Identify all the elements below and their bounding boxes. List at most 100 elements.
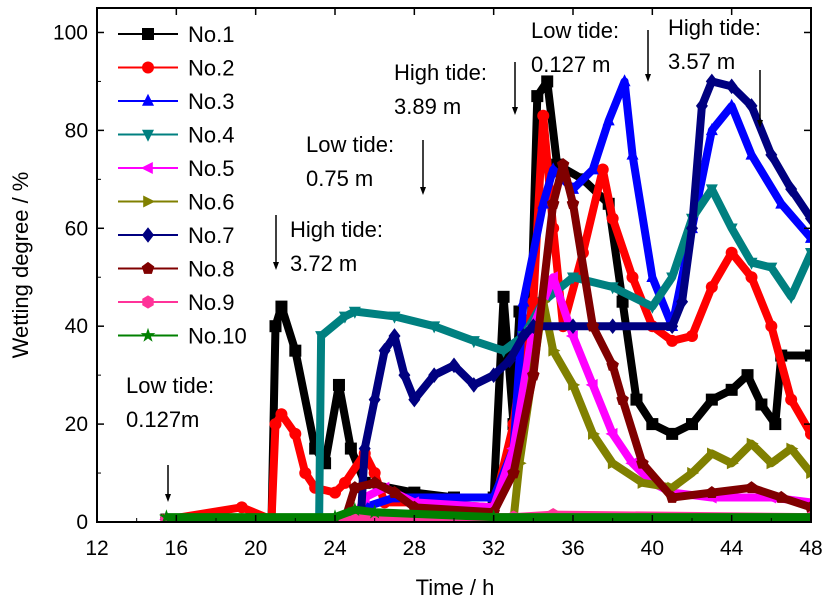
legend-item: No.10 — [118, 324, 247, 349]
arrow-head-icon — [757, 120, 763, 128]
data-point — [745, 271, 758, 284]
data-point — [605, 427, 618, 440]
legend-label: No.7 — [188, 223, 234, 248]
data-point — [646, 270, 659, 283]
data-point — [806, 467, 811, 480]
data-point — [805, 427, 811, 440]
legend-label: No.8 — [188, 257, 234, 282]
annotation-value: 0.127m — [126, 407, 199, 432]
data-point — [637, 476, 650, 489]
data-point — [785, 393, 798, 406]
legend: No.1 No.2 No.3 No.4 No.5 No.6 No.7 No.8 No.9 No.1… — [118, 22, 247, 349]
legend-marker — [143, 195, 156, 208]
data-point — [745, 98, 758, 114]
legend-item: No.2 — [118, 56, 234, 81]
legend-item: No.5 — [118, 156, 234, 181]
series-line — [166, 297, 811, 522]
data-point — [548, 344, 561, 357]
x-axis-label: Time / h — [416, 575, 495, 600]
data-point — [636, 456, 649, 469]
y-tick-label: 60 — [65, 217, 88, 240]
data-point — [606, 282, 619, 295]
series-line — [166, 505, 811, 522]
data-point — [358, 440, 371, 457]
data-point — [746, 437, 759, 450]
data-point — [607, 457, 620, 470]
series-no4 — [160, 184, 811, 522]
y-tick-label: 20 — [65, 413, 88, 436]
legend-item: No.1 — [118, 22, 234, 47]
data-point — [705, 123, 718, 136]
data-point — [765, 320, 778, 333]
data-point — [289, 344, 302, 357]
data-point — [428, 367, 441, 383]
data-point — [646, 301, 659, 314]
legend-marker — [142, 61, 154, 74]
annotation-title: Low tide: — [126, 373, 214, 398]
y-axis-label: Wetting degree / % — [8, 172, 33, 359]
legend-marker — [142, 227, 154, 243]
data-point — [705, 184, 718, 197]
data-point — [388, 486, 401, 498]
tide-annotation: Low tide: 0.127 m — [531, 18, 651, 82]
series-layer — [158, 73, 811, 522]
data-point — [332, 378, 345, 391]
data-point — [774, 490, 788, 503]
data-point — [527, 295, 540, 308]
arrow-head-icon — [273, 262, 279, 270]
data-point — [537, 109, 550, 122]
legend-label: No.2 — [188, 56, 234, 81]
data-point — [388, 328, 401, 344]
tide-annotation: High tide: 3.89 m — [394, 60, 518, 119]
data-point — [545, 271, 558, 284]
data-point — [487, 367, 500, 383]
data-point — [626, 147, 639, 160]
annotation-title: High tide: — [394, 60, 487, 85]
data-point — [805, 230, 811, 243]
data-point — [705, 486, 719, 498]
data-point — [566, 197, 580, 210]
data-point — [626, 271, 639, 284]
x-tick-label: 32 — [482, 537, 505, 560]
annotation-title: High tide: — [290, 217, 383, 242]
data-point — [606, 358, 619, 371]
data-point — [497, 345, 510, 358]
data-point — [158, 509, 174, 522]
data-point — [367, 504, 383, 519]
data-point — [665, 490, 679, 503]
data-point — [705, 393, 718, 406]
data-point — [428, 321, 441, 334]
data-point — [765, 147, 778, 163]
annotation-value: 3.89 m — [394, 94, 461, 119]
data-point — [517, 328, 530, 344]
data-point — [687, 467, 700, 480]
data-point — [497, 290, 510, 303]
annotation-value: 3.57 m — [668, 49, 735, 74]
data-point — [467, 336, 480, 349]
annotation-value: 3.72 m — [290, 251, 357, 276]
data-point — [527, 368, 540, 381]
data-point — [765, 262, 778, 275]
data-point — [275, 408, 288, 421]
series-line — [166, 185, 811, 522]
data-point — [568, 378, 581, 391]
legend-label: No.3 — [188, 89, 234, 114]
tide-annotation: Low tide: 0.127m — [126, 373, 214, 502]
data-point — [507, 466, 520, 479]
legend-marker — [142, 129, 154, 142]
data-point — [602, 113, 615, 126]
data-point — [646, 418, 659, 431]
legend-marker — [140, 162, 153, 174]
data-point — [785, 181, 798, 197]
data-point — [556, 158, 570, 170]
x-tick-label: 16 — [165, 537, 188, 560]
series-no8 — [160, 158, 811, 522]
y-tick-label: 0 — [76, 511, 88, 534]
annotation-value: 0.75 m — [306, 166, 373, 191]
annotation-title: Low tide: — [531, 18, 619, 43]
data-point — [725, 98, 738, 111]
data-point — [766, 457, 779, 470]
data-point — [666, 272, 679, 285]
data-point — [686, 418, 698, 431]
data-point — [398, 367, 411, 383]
